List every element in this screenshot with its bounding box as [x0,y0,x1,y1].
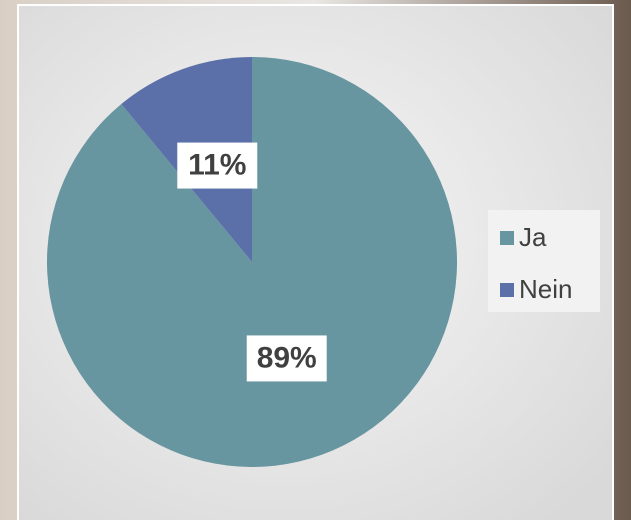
legend: Ja Nein [500,222,572,304]
pie-slice [46,57,457,467]
data-label-box [246,335,327,382]
legend-swatch [500,231,514,245]
legend-label: Nein [519,274,572,304]
data-label: 11% [188,148,246,181]
data-label-box [177,142,258,189]
legend-label: Ja [519,222,547,252]
pie: 89% 11% [46,57,457,467]
legend-swatch [500,283,514,297]
data-label: 89% [257,341,317,374]
